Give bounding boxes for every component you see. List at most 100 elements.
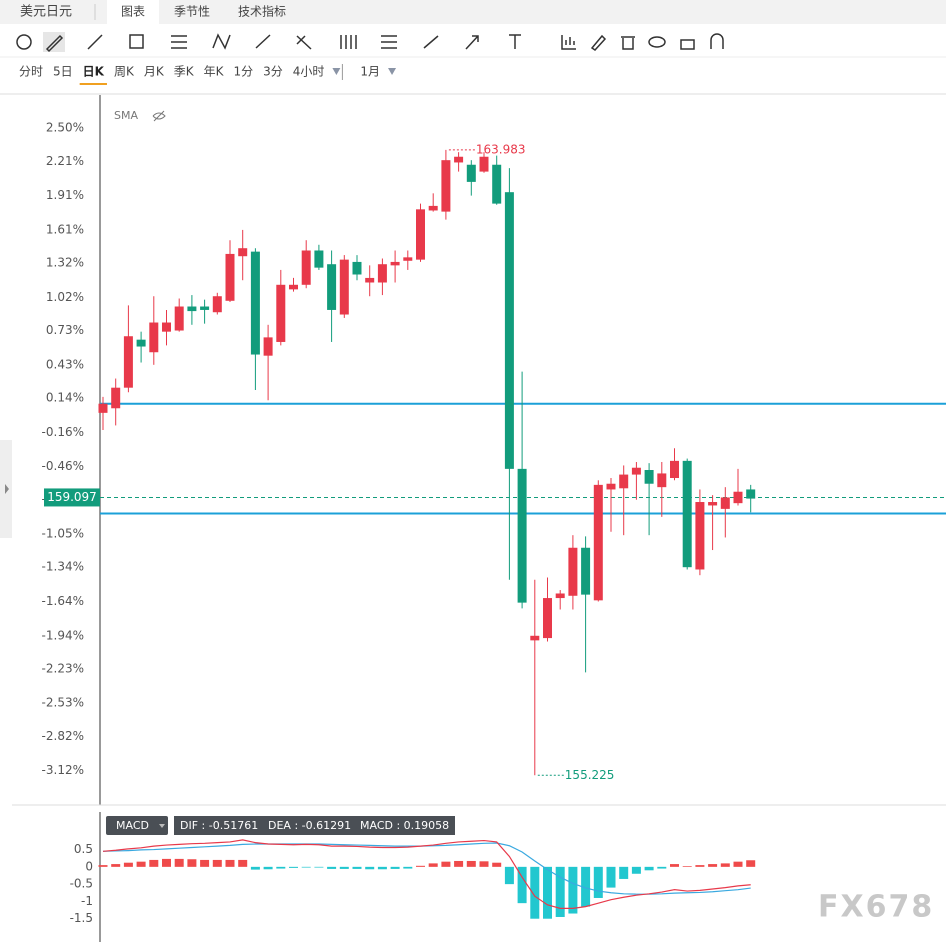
macd-bar (466, 860, 476, 867)
y-tick-label: 2.21% (46, 154, 84, 168)
candle-body (225, 253, 235, 301)
y-tick-label: 0 (85, 859, 93, 873)
period-option[interactable]: 月K (144, 65, 165, 79)
macd-bar (136, 861, 146, 867)
period-option[interactable]: 周K (114, 65, 135, 79)
macd-bar (390, 866, 400, 869)
candle-body (111, 387, 121, 409)
candle-body (149, 322, 159, 353)
tool-icon[interactable] (16, 34, 32, 50)
macd-bar (479, 861, 489, 867)
tool-icon[interactable] (561, 35, 576, 50)
candle-body (187, 306, 197, 312)
tool-icon[interactable] (87, 34, 103, 50)
macd-bar (123, 862, 133, 867)
candle-body (504, 192, 514, 469)
period-bar: 分时 5日 日K 周K 月K 季K 年K 1分 3分 4小时 1月 (19, 64, 397, 85)
y-tick-label: 1.61% (46, 222, 84, 236)
macd-bar (492, 862, 502, 867)
period-option[interactable]: 1月 (360, 65, 380, 79)
y-tick-label: 0.43% (46, 357, 84, 371)
tool-icon[interactable] (621, 36, 635, 50)
period-option[interactable]: 1分 (233, 65, 253, 79)
visibility-icon[interactable] (152, 110, 166, 122)
macd-bar (403, 866, 413, 869)
period-option[interactable]: 4小时 (293, 65, 325, 79)
macd-chart: DIF : -0.51761 DEA : -0.61291 MACD : 0.190… (70, 819, 756, 925)
y-tick-label: 0.5 (74, 842, 93, 856)
candle-body (416, 209, 425, 260)
toolbar (16, 32, 724, 53)
candle-body (377, 264, 387, 283)
candle-body (682, 460, 692, 568)
y-tick-label: -0.16% (42, 425, 84, 439)
macd-bar (225, 859, 235, 867)
tool-icon[interactable] (423, 35, 439, 49)
tool-icon[interactable] (465, 35, 479, 50)
candle-body (276, 284, 286, 342)
symbol: 美元日元 (20, 5, 72, 20)
macd-bar (365, 866, 375, 870)
candle-body (136, 339, 146, 347)
tool-icon[interactable] (212, 33, 231, 50)
candle-body (263, 337, 273, 356)
candle-body (352, 261, 362, 275)
tool-icon[interactable] (171, 35, 187, 49)
macd-bar (162, 858, 171, 867)
tool-icon[interactable] (710, 33, 724, 49)
macd-bar (428, 863, 438, 867)
candle-body (162, 322, 171, 332)
y-tick-label: -0.5 (70, 877, 93, 891)
tab[interactable]: 图表 (121, 5, 145, 19)
tool-icon[interactable] (648, 36, 666, 48)
tool-icon[interactable] (680, 39, 695, 50)
y-tick-label: -1.64% (42, 594, 84, 608)
candle-body (670, 460, 679, 479)
candle-body (174, 306, 184, 331)
macd-bar (327, 866, 337, 869)
tool-icon[interactable] (255, 34, 271, 49)
macd-bar (377, 866, 387, 870)
candle-body (441, 160, 451, 212)
tool-icon[interactable] (509, 34, 521, 49)
candle-body (327, 264, 337, 310)
tool-icon[interactable] (381, 35, 397, 49)
indicator-value: DIF : -0.51761 (180, 819, 258, 832)
macd-bar (111, 864, 121, 867)
macd-bar (212, 859, 222, 867)
y-tick-label: -1.5 (70, 911, 93, 925)
macd-bar (670, 864, 679, 867)
indicator-value: MACD : 0.19058 (360, 819, 449, 832)
macd-bar (174, 858, 184, 867)
tab[interactable]: 季节性 (174, 5, 210, 19)
period-option[interactable]: 年K (204, 65, 225, 79)
period-option[interactable]: 季K (174, 65, 195, 79)
period-option[interactable]: 3分 (263, 65, 283, 79)
macd-bar (530, 866, 540, 919)
candle-body (289, 284, 298, 290)
period-option[interactable]: 分时 (19, 65, 43, 79)
y-tick-label: 2.50% (46, 121, 84, 135)
max-label: 163.983 (476, 142, 526, 156)
active-tab (107, 0, 159, 24)
period-option[interactable]: 日K (83, 65, 105, 79)
macd-bar (543, 866, 552, 919)
tool-icon[interactable] (45, 34, 64, 53)
candle-body (568, 547, 578, 596)
macd-bar (200, 859, 210, 867)
indicator-value: DEA : -0.61291 (268, 819, 351, 832)
indicator-name: MACD (116, 819, 149, 832)
indicator-select[interactable] (106, 816, 168, 835)
tool-icon[interactable] (129, 34, 144, 49)
tab[interactable]: 技术指标 (238, 4, 286, 19)
tool-icon[interactable] (590, 34, 607, 51)
period-option[interactable]: 5日 (53, 65, 73, 79)
candle-body (212, 296, 222, 313)
macd-bar (619, 866, 629, 879)
y-tick-label: -1.05% (42, 527, 84, 541)
tool-icon[interactable] (296, 35, 312, 50)
y-tick-label: 1.02% (46, 290, 84, 304)
tool-icon[interactable] (340, 35, 357, 49)
candle-body (581, 547, 591, 595)
